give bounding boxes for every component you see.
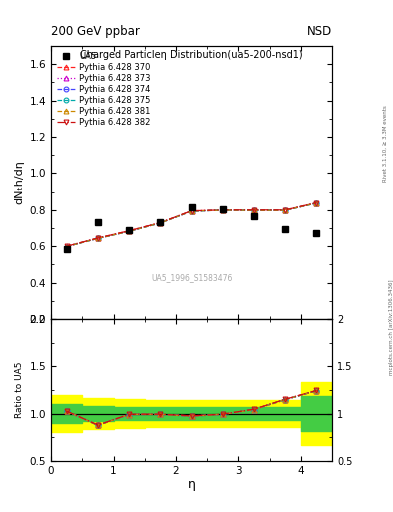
- Pythia 6.428 375: [283, 207, 288, 213]
- Pythia 6.428 381: [252, 207, 256, 213]
- Text: NSD: NSD: [307, 26, 332, 38]
- Pythia 6.428 381: [220, 207, 225, 213]
- UA5: [252, 213, 256, 219]
- Pythia 6.428 381: [127, 228, 132, 234]
- Pythia 6.428 374: [158, 220, 163, 226]
- Y-axis label: dNₜh/dη: dNₜh/dη: [14, 161, 24, 204]
- Pythia 6.428 382: [64, 243, 69, 249]
- Pythia 6.428 373: [127, 228, 132, 234]
- Legend: UA5, Pythia 6.428 370, Pythia 6.428 373, Pythia 6.428 374, Pythia 6.428 375, Pyt: UA5, Pythia 6.428 370, Pythia 6.428 373,…: [54, 50, 153, 130]
- Pythia 6.428 374: [220, 207, 225, 213]
- Pythia 6.428 370: [252, 207, 256, 213]
- Pythia 6.428 370: [95, 235, 100, 241]
- Pythia 6.428 370: [158, 220, 163, 226]
- Text: 200 GeV ppbar: 200 GeV ppbar: [51, 26, 140, 38]
- Pythia 6.428 374: [252, 207, 256, 213]
- Pythia 6.428 370: [189, 208, 194, 214]
- Text: UA5_1996_S1583476: UA5_1996_S1583476: [151, 273, 232, 283]
- Pythia 6.428 373: [95, 236, 100, 242]
- Pythia 6.428 381: [314, 200, 319, 206]
- Pythia 6.428 370: [314, 200, 319, 206]
- UA5: [314, 229, 319, 236]
- Pythia 6.428 381: [64, 244, 69, 250]
- Pythia 6.428 373: [64, 244, 69, 250]
- Pythia 6.428 382: [158, 220, 163, 226]
- Pythia 6.428 381: [95, 236, 100, 242]
- Line: UA5: UA5: [63, 204, 320, 252]
- Pythia 6.428 373: [314, 200, 319, 206]
- UA5: [127, 227, 132, 233]
- Pythia 6.428 374: [189, 208, 194, 214]
- Line: Pythia 6.428 382: Pythia 6.428 382: [64, 200, 319, 249]
- Line: Pythia 6.428 370: Pythia 6.428 370: [64, 200, 319, 249]
- Text: Rivet 3.1.10, ≥ 3.3M events: Rivet 3.1.10, ≥ 3.3M events: [383, 105, 387, 182]
- Pythia 6.428 374: [95, 236, 100, 242]
- Pythia 6.428 382: [95, 235, 100, 241]
- Pythia 6.428 375: [127, 228, 132, 234]
- UA5: [220, 206, 225, 212]
- UA5: [64, 246, 69, 252]
- Pythia 6.428 370: [220, 207, 225, 213]
- Pythia 6.428 373: [220, 207, 225, 213]
- Pythia 6.428 374: [127, 228, 132, 234]
- Pythia 6.428 381: [189, 208, 194, 214]
- Pythia 6.428 382: [314, 200, 319, 206]
- Pythia 6.428 381: [158, 220, 163, 226]
- UA5: [283, 226, 288, 232]
- Pythia 6.428 373: [158, 220, 163, 226]
- X-axis label: η: η: [187, 478, 196, 492]
- Pythia 6.428 381: [283, 207, 288, 213]
- Pythia 6.428 375: [220, 207, 225, 213]
- Pythia 6.428 373: [283, 207, 288, 213]
- Pythia 6.428 375: [158, 220, 163, 226]
- Pythia 6.428 382: [127, 228, 132, 234]
- UA5: [158, 219, 163, 225]
- Pythia 6.428 375: [64, 244, 69, 250]
- Pythia 6.428 370: [283, 207, 288, 213]
- Pythia 6.428 382: [189, 208, 194, 214]
- Text: mcplots.cern.ch [arXiv:1306.3436]: mcplots.cern.ch [arXiv:1306.3436]: [389, 280, 393, 375]
- Text: Charged Particleη Distribution(ua5-200-nsd1): Charged Particleη Distribution(ua5-200-n…: [80, 50, 303, 60]
- Pythia 6.428 373: [252, 207, 256, 213]
- Pythia 6.428 374: [314, 200, 319, 206]
- Pythia 6.428 375: [95, 236, 100, 242]
- Pythia 6.428 373: [189, 208, 194, 214]
- Pythia 6.428 375: [314, 200, 319, 206]
- Pythia 6.428 374: [283, 207, 288, 213]
- Pythia 6.428 370: [127, 228, 132, 234]
- Pythia 6.428 382: [220, 207, 225, 213]
- Line: Pythia 6.428 375: Pythia 6.428 375: [64, 200, 319, 249]
- UA5: [189, 204, 194, 210]
- Pythia 6.428 382: [283, 207, 288, 213]
- Y-axis label: Ratio to UA5: Ratio to UA5: [15, 361, 24, 418]
- Pythia 6.428 382: [252, 207, 256, 213]
- Pythia 6.428 375: [189, 208, 194, 214]
- Line: Pythia 6.428 381: Pythia 6.428 381: [64, 200, 319, 249]
- Pythia 6.428 370: [64, 243, 69, 249]
- UA5: [95, 219, 100, 225]
- Line: Pythia 6.428 373: Pythia 6.428 373: [64, 200, 319, 249]
- Pythia 6.428 374: [64, 244, 69, 250]
- Line: Pythia 6.428 374: Pythia 6.428 374: [64, 200, 319, 249]
- Pythia 6.428 375: [252, 207, 256, 213]
